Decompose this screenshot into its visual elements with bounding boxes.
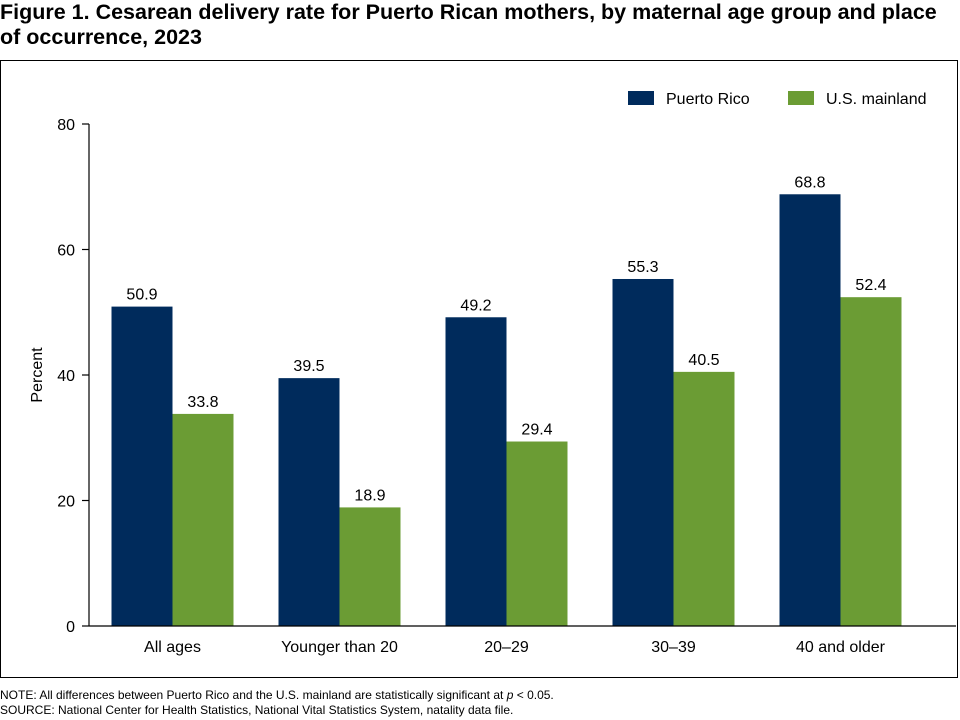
x-tick-label: All ages xyxy=(144,639,201,656)
data-label: 33.8 xyxy=(187,394,218,411)
x-axis: All ages Younger than 20 20–29 30–39 40 and … xyxy=(89,625,956,656)
y-axis-title: Percent xyxy=(29,347,46,403)
bar-puerto-rico xyxy=(278,378,340,626)
data-label: 18.9 xyxy=(354,487,385,504)
bar-puerto-rico xyxy=(445,317,507,626)
bars: 50.9 33.8 39.5 18.9 49.2 29.4 55.3 40.5 68.8 52.4 xyxy=(111,174,902,626)
note-text: NOTE: All differences between Puerto Ric… xyxy=(0,688,958,703)
bar-us-mainland xyxy=(506,441,568,626)
data-label: 40.5 xyxy=(688,352,719,369)
legend: Puerto Rico U.S. mainland xyxy=(628,91,927,108)
note-suffix: < 0.05. xyxy=(513,688,554,702)
data-label: 29.4 xyxy=(521,422,552,439)
x-tick-label: 40 and older xyxy=(796,639,886,656)
bar-puerto-rico xyxy=(612,278,674,626)
data-label: 52.4 xyxy=(855,277,886,294)
bar-us-mainland xyxy=(840,297,902,626)
bar-chart: 0 20 40 60 80 Percent 50.9 33.8 39.5 18.9 49.2 29.… xyxy=(29,91,956,656)
bar-puerto-rico xyxy=(111,306,173,626)
source-text: SOURCE: National Center for Health Stati… xyxy=(0,703,514,717)
x-tick-label: 20–29 xyxy=(484,639,529,656)
y-tick-label: 20 xyxy=(57,494,75,511)
data-label: 39.5 xyxy=(293,358,324,375)
bar-us-mainland xyxy=(673,371,735,626)
legend-label-puerto-rico: Puerto Rico xyxy=(666,91,750,108)
bar-puerto-rico xyxy=(779,194,841,626)
note-variable: p xyxy=(506,688,514,702)
y-axis: 0 20 40 60 80 Percent xyxy=(29,117,90,636)
data-label: 50.9 xyxy=(126,287,157,304)
y-tick-label: 0 xyxy=(66,619,75,636)
x-tick-label: Younger than 20 xyxy=(281,639,398,656)
legend-label-us-mainland: U.S. mainland xyxy=(826,91,927,108)
bar-us-mainland xyxy=(339,507,401,626)
x-tick-label: 30–39 xyxy=(651,639,696,656)
y-tick-label: 80 xyxy=(57,117,75,134)
data-label: 68.8 xyxy=(794,174,825,191)
note-prefix: NOTE: All differences between Puerto Ric… xyxy=(0,688,507,702)
chart-frame: 0 20 40 60 80 Percent 50.9 33.8 39.5 18.9 49.2 29.… xyxy=(0,60,958,678)
notes: NOTE: All differences between Puerto Ric… xyxy=(0,688,958,718)
chart-title: Figure 1. Cesarean delivery rate for Pue… xyxy=(0,0,937,49)
legend-swatch-puerto-rico xyxy=(628,91,654,105)
y-tick-label: 60 xyxy=(57,243,75,260)
legend-swatch-us-mainland xyxy=(788,91,814,105)
data-label: 49.2 xyxy=(460,297,491,314)
y-tick-label: 40 xyxy=(57,368,75,385)
data-label: 55.3 xyxy=(627,259,658,276)
bar-us-mainland xyxy=(172,413,234,626)
